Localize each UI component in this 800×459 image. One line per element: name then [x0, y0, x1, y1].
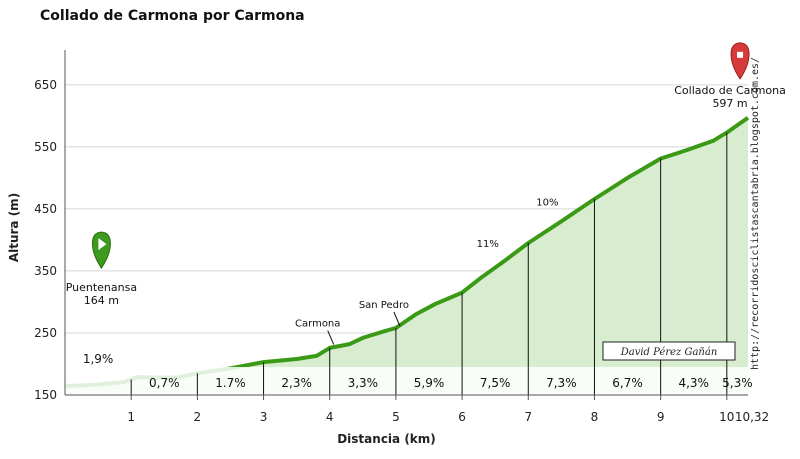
x-tick-label: 9: [657, 410, 665, 424]
axes: 150 250 350 450 550 650 1 2 3 4 5 6 7 8 9 10 10,32 Distan…: [7, 50, 769, 446]
y-tick-label: 550: [34, 140, 57, 154]
segment-gradient-label: 4,3%: [678, 376, 709, 390]
markers: David Pérez Gañán http://recorridosciclis…: [91, 42, 761, 370]
pin-square-icon: [737, 51, 744, 58]
annotation-label: 11%: [477, 239, 499, 250]
x-tick-label: 5: [392, 410, 400, 424]
y-tick-label: 450: [34, 202, 57, 216]
signature-text: David Pérez Gañán: [620, 347, 718, 358]
y-axis-title: Altura (m): [7, 193, 21, 262]
x-tick-label: 3: [260, 410, 268, 424]
start-point-name: Puentenansa: [66, 281, 137, 294]
start-pin-icon: [91, 231, 111, 270]
annotation-label: 10%: [536, 197, 558, 208]
annotation-leader: [327, 330, 335, 345]
x-tick-label: 2: [194, 410, 202, 424]
y-tick-label: 650: [34, 78, 57, 92]
segment-gradient-label: 1.7%: [215, 376, 246, 390]
signature-box: [602, 341, 736, 361]
segment-gradient-label: 5,3%: [722, 376, 753, 390]
x-tick-label: 6: [458, 410, 466, 424]
chart-title: Collado de Carmona por Carmona: [40, 8, 305, 24]
segment-gradient-label: 5,9%: [414, 376, 445, 390]
segment-gradient-label: 6,7%: [612, 376, 643, 390]
x-tick-label: 1: [127, 410, 135, 424]
x-axis-title: Distancia (km): [337, 432, 436, 446]
x-tick-label: 7: [524, 410, 532, 424]
gradient-band: [65, 367, 748, 395]
y-tick-label: 350: [34, 264, 57, 278]
x-end-label: 10,32: [735, 410, 769, 424]
x-tick-label: 4: [326, 410, 334, 424]
annotation-leader: [393, 311, 401, 327]
play-icon: [98, 238, 107, 251]
annotation-label: Carmona: [295, 319, 340, 330]
profile-fill: [65, 117, 748, 395]
x-tick-label: 10: [719, 410, 734, 424]
x-tick-label: 8: [591, 410, 599, 424]
y-tick-label: 150: [34, 388, 57, 402]
end-pin-icon: [730, 42, 750, 80]
y-tick-label: 250: [34, 326, 57, 340]
segment-gradient-label: 0,7%: [149, 376, 180, 390]
segment-gradient-label: 2,3%: [281, 376, 312, 390]
segment-gradient-label: 1,9%: [83, 352, 114, 366]
end-point-elevation: 597 m: [712, 97, 747, 110]
segment-gradient-label: 3,3%: [348, 376, 379, 390]
watermark-url: http://recorridosciclistascantabria.blog…: [750, 57, 761, 370]
end-point-name: Collado de Carmona: [674, 84, 786, 97]
segment-gradient-label: 7,3%: [546, 376, 577, 390]
start-point-elevation: 164 m: [84, 294, 119, 307]
annotation-label: San Pedro: [359, 300, 409, 311]
labels: 1,9% 0,7% 1.7% 2,3% 3,3% 5,9% 7,5% 7,3% 6,7% 4,3%…: [66, 84, 786, 390]
segment-gradient-label: 7,5%: [480, 376, 511, 390]
